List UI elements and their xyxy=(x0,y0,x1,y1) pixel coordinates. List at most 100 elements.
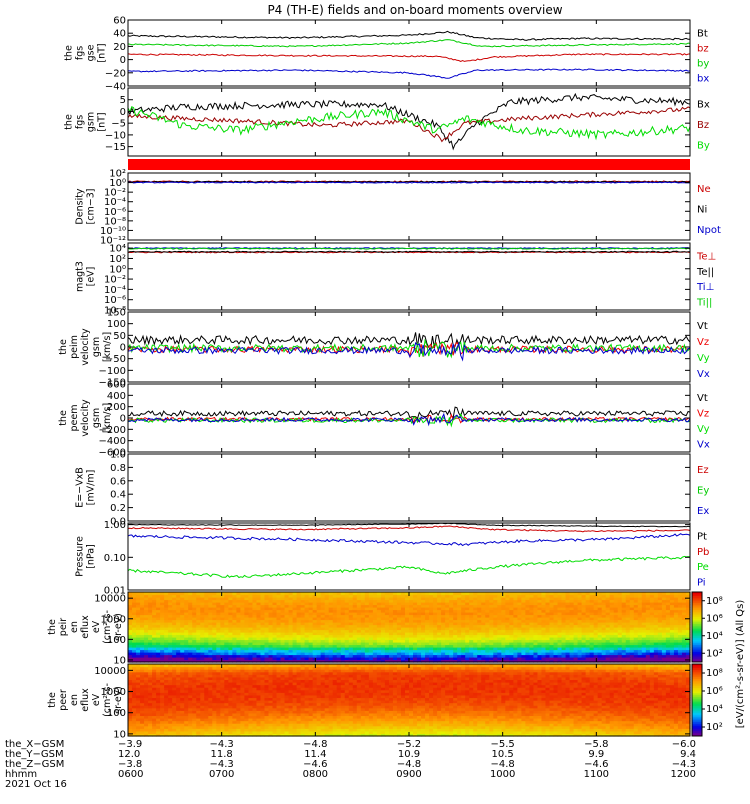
y-tick-label: 1.0 xyxy=(110,450,126,461)
legend-entry: bx xyxy=(697,74,709,85)
y-tick-label: 10 xyxy=(113,655,126,666)
legend-entry: Vz xyxy=(697,408,709,419)
y-axis-label: [eV] xyxy=(86,267,97,287)
y-axis-label: gsm xyxy=(91,337,102,357)
series-line-bx xyxy=(128,69,690,78)
y-axis-label: Density xyxy=(75,188,86,224)
legend-entry: Bx xyxy=(697,99,710,110)
legend-entry: Pb xyxy=(697,547,709,558)
legend-entry: Ez xyxy=(697,465,709,476)
y-axis-label: magt3 xyxy=(75,261,86,292)
colorbar-tick-label: 10⁶ xyxy=(706,613,723,624)
legend-entry: bz xyxy=(697,44,709,55)
legend-entry: Ey xyxy=(697,486,709,497)
y-tick-label: 50 xyxy=(113,331,126,342)
quality-flag-band xyxy=(128,159,690,170)
y-axis-label: the xyxy=(58,410,69,426)
y-tick-label: 10000 xyxy=(94,594,126,605)
y-axis-label: (cm²-s- xyxy=(102,610,113,644)
legend-entry: Vy xyxy=(697,353,710,364)
y-tick-label: 100 xyxy=(107,319,126,330)
y-tick-label: −5 xyxy=(111,119,126,130)
y-axis-label: [nT] xyxy=(97,112,108,131)
series-line-By xyxy=(128,107,690,139)
plot-title: P4 (TH-E) fields and on-board moments ov… xyxy=(267,3,562,17)
y-axis-label: velocity xyxy=(80,399,91,437)
y-axis-label: [cm−3] xyxy=(86,189,97,225)
panel-frame xyxy=(128,20,690,86)
legend-entry: Te|| xyxy=(696,267,714,278)
colorbar-tick-label: 10⁸ xyxy=(706,596,723,607)
panel-frame xyxy=(128,243,690,310)
y-tick-label: 60 xyxy=(113,16,126,27)
y-tick-label: 0.4 xyxy=(110,490,126,501)
y-tick-label: 5 xyxy=(120,95,126,106)
legend-entry: by xyxy=(697,59,709,70)
legend-entry: Vx xyxy=(697,439,710,450)
y-tick-label: 0.10 xyxy=(104,553,126,564)
y-axis-label: sr-eV) xyxy=(113,613,124,641)
panel-frame xyxy=(128,454,690,521)
series-line-Bt xyxy=(128,31,690,40)
legend-entry: Vt xyxy=(697,393,708,404)
y-axis-label: eV xyxy=(91,620,102,633)
y-axis-label: en xyxy=(69,621,80,633)
series-line-bz xyxy=(128,54,690,62)
legend-entry: Pe xyxy=(697,562,709,573)
y-tick-label: 40 xyxy=(113,29,126,40)
y-tick-label: −10 xyxy=(105,130,126,141)
legend-entry: Npot xyxy=(697,225,721,236)
y-tick-label: 0.6 xyxy=(110,476,126,487)
legend-entry: Ti⊥ xyxy=(696,282,714,293)
y-axis-label: the xyxy=(47,619,58,635)
legend-entry: Vt xyxy=(697,321,708,332)
y-axis-label: gse xyxy=(86,44,97,61)
y-axis-label: peir xyxy=(58,618,69,637)
legend-entry: Pi xyxy=(697,577,706,588)
series-line-Vt xyxy=(128,407,690,418)
y-tick-label: −40 xyxy=(105,82,126,93)
y-axis-label: peim xyxy=(69,335,80,359)
y-axis-label: peem xyxy=(69,405,80,432)
y-tick-label: 0 xyxy=(120,55,126,66)
y-axis-label: the xyxy=(64,45,75,61)
y-axis-label: gsm xyxy=(86,112,97,132)
series-line-Npot xyxy=(128,182,690,183)
y-axis-label: velocity xyxy=(80,328,91,366)
y-tick-label: −100 xyxy=(99,366,126,377)
series-line-by xyxy=(128,40,690,47)
y-axis-label: [km/s] xyxy=(102,403,113,433)
y-axis-label: fgs xyxy=(75,46,86,60)
y-axis-label: Pressure xyxy=(75,536,86,577)
legend-entry: Te⊥ xyxy=(696,252,716,263)
y-tick-label: 0.8 xyxy=(110,463,126,474)
panel-frame xyxy=(128,523,690,590)
y-tick-label: 20 xyxy=(113,42,126,53)
y-axis-label: [nT] xyxy=(97,43,108,62)
y-tick-label: 0.2 xyxy=(110,503,126,514)
y-axis-label: gsm xyxy=(91,408,102,428)
series-line-Pi xyxy=(128,534,690,546)
panel-3: 10²10⁰10⁻²10⁻⁴10⁻⁶10⁻⁸10⁻¹⁰10⁻¹²Density[… xyxy=(75,169,721,247)
legend-entry: Ni xyxy=(697,205,707,216)
colorbar-tick-label: 10⁴ xyxy=(706,631,723,642)
colorbar-tick-label: 10² xyxy=(706,648,723,659)
legend-entry: Ti|| xyxy=(696,297,712,308)
y-tick-label: 0 xyxy=(120,414,126,425)
panel-4: 10⁴10²10⁰10⁻²10⁻⁴10⁻⁶10⁻⁸magt3[eV]Te⊥Te|… xyxy=(75,243,717,317)
y-tick-label: 1.00 xyxy=(104,520,126,531)
y-tick-label: 400 xyxy=(107,391,126,402)
y-axis-label: the xyxy=(64,114,75,130)
y-axis-label: [nPa] xyxy=(86,544,97,569)
series-line-Pe xyxy=(128,556,690,577)
legend-entry: Vy xyxy=(697,424,710,435)
legend-entry: Vx xyxy=(697,369,710,380)
legend-entry: Ex xyxy=(697,506,709,517)
